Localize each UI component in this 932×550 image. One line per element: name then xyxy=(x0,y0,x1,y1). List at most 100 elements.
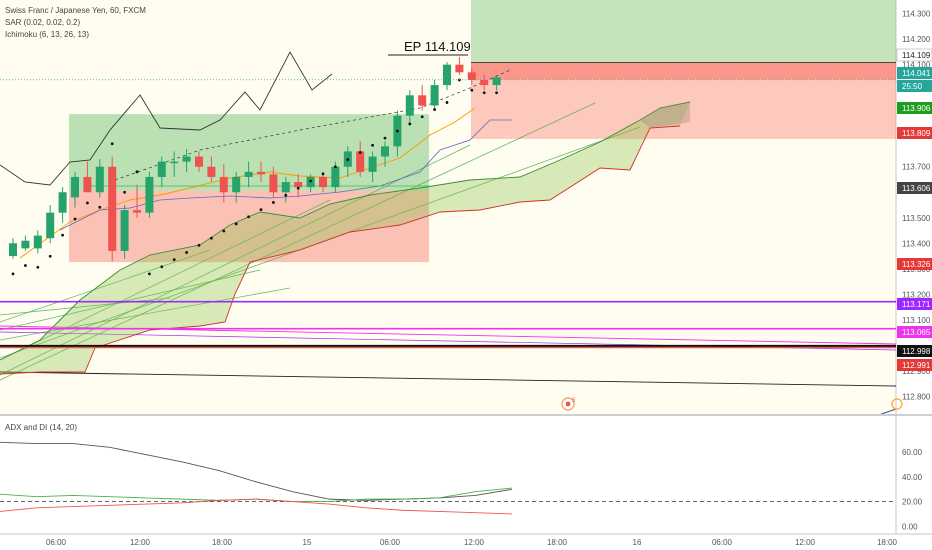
sar-legend[interactable]: SAR (0.02, 0.02, 0.2) xyxy=(5,18,81,27)
sar-dot xyxy=(296,186,300,190)
adx-tick: 40.00 xyxy=(902,473,923,482)
sar-dot xyxy=(36,265,40,269)
candle-body xyxy=(157,161,166,177)
price-tag-bg xyxy=(897,80,932,92)
sar-dot xyxy=(259,208,263,211)
time-tick: 12:00 xyxy=(130,538,151,547)
price-tag: 113.606 xyxy=(902,184,931,193)
sar-dot xyxy=(284,193,288,197)
sar-dot xyxy=(396,129,399,133)
candle-body xyxy=(319,176,327,188)
sar-dot xyxy=(61,233,64,237)
time-tick: 06:00 xyxy=(712,538,733,547)
symbol-title[interactable]: Swiss Franc / Japanese Yen, 60, FXCM xyxy=(5,6,146,15)
sar-dot xyxy=(86,201,89,205)
price-tag-bg xyxy=(897,182,932,194)
price-axis[interactable]: 114.300 114.200 114.100 113.700 113.500 113.4… xyxy=(896,10,932,402)
price-tag-bg xyxy=(897,67,932,79)
candle-body xyxy=(480,79,489,86)
candle-body xyxy=(58,192,67,213)
sar-dot xyxy=(135,170,139,174)
candle-body xyxy=(356,151,365,172)
candle-body xyxy=(294,182,303,188)
adx-series xyxy=(0,498,513,515)
sar-dot xyxy=(445,101,449,104)
price-tag: 25:50 xyxy=(902,82,923,91)
candle-body xyxy=(219,176,228,193)
candle-body xyxy=(21,240,30,249)
edge-marker[interactable] xyxy=(891,398,903,410)
adx-tick: 20.00 xyxy=(902,498,923,507)
sar-dot xyxy=(24,264,27,267)
price-tag-bg xyxy=(897,127,932,139)
sar-dot xyxy=(247,215,251,219)
candle-body xyxy=(46,212,55,239)
cloud-twist xyxy=(640,102,690,128)
price-tag: 112.991 xyxy=(902,361,931,370)
sar-dot xyxy=(383,136,387,140)
sar-dot xyxy=(172,258,176,261)
sar-dot xyxy=(123,190,126,194)
base-line xyxy=(59,119,512,231)
projection-dashed xyxy=(114,69,511,181)
sar-dot xyxy=(408,122,412,126)
candle-body xyxy=(331,166,340,188)
ichimoku-legend[interactable]: Ichimoku (6, 13, 26, 13) xyxy=(5,30,90,39)
sar-dot xyxy=(98,205,102,209)
candle-body xyxy=(108,166,117,251)
candle-body xyxy=(95,166,104,193)
entry-label: EP 114.109 xyxy=(404,39,471,54)
candle-body xyxy=(244,171,253,177)
sar-dot xyxy=(160,265,164,269)
sar-dot xyxy=(470,88,474,92)
sar-dot xyxy=(309,179,312,183)
price-tag: 114.109 xyxy=(902,51,931,60)
price-tag: 112.998 xyxy=(902,347,931,356)
candle-body xyxy=(467,72,476,80)
price-tick: 113.400 xyxy=(902,239,931,248)
sar-dot xyxy=(433,108,436,111)
price-tick: 113.100 xyxy=(902,316,931,325)
candle-body xyxy=(455,64,464,73)
horizontal-levels xyxy=(0,61,896,349)
adx-pane-bg xyxy=(0,416,896,534)
time-tick: 15 xyxy=(303,538,312,547)
price-tick: 114.200 xyxy=(902,35,931,44)
adx-legend[interactable]: ADX and DI (14, 20) xyxy=(5,423,78,432)
sar-dot xyxy=(222,229,226,233)
long-profit-zone-2 xyxy=(471,0,896,63)
candle-body xyxy=(368,156,377,172)
price-tick: 113.200 xyxy=(902,290,931,299)
lagging-span xyxy=(0,51,333,186)
candle-body xyxy=(170,161,179,164)
trend-line xyxy=(0,249,211,323)
price-tag-bg xyxy=(897,258,932,270)
candle-body xyxy=(443,64,451,86)
sar-dot xyxy=(110,142,114,146)
candle-body xyxy=(145,176,154,213)
sar-dot xyxy=(358,151,362,154)
adx-tick: 60.00 xyxy=(902,448,923,457)
candle-body xyxy=(418,95,427,106)
time-axis[interactable]: 06:00 12:00 18:00 15 06:00 12:00 18:00 16 06:00 1… xyxy=(46,538,898,547)
candle-body xyxy=(195,156,203,167)
price-tick: 113.500 xyxy=(902,214,931,223)
candle-body xyxy=(492,77,501,86)
candle-body xyxy=(9,243,17,257)
sar-dot xyxy=(148,272,151,276)
event-marker-label: 5 xyxy=(572,398,576,404)
long-stop-zone-2 xyxy=(471,79,896,139)
sar-dot xyxy=(197,243,201,247)
trend-line-blue xyxy=(880,408,896,414)
sar-dot xyxy=(495,91,498,95)
candle-body xyxy=(405,95,414,116)
trend-line-purple xyxy=(0,331,896,351)
price-tag: 114.041 xyxy=(902,69,931,78)
sar-dot xyxy=(185,251,189,254)
candle-body xyxy=(207,166,216,177)
price-tick: 113.700 xyxy=(902,163,931,172)
time-tick: 06:00 xyxy=(380,538,401,547)
sar-dot xyxy=(11,272,15,276)
adx-axis[interactable]: 60.00 40.00 20.00 0.00 xyxy=(902,448,923,531)
